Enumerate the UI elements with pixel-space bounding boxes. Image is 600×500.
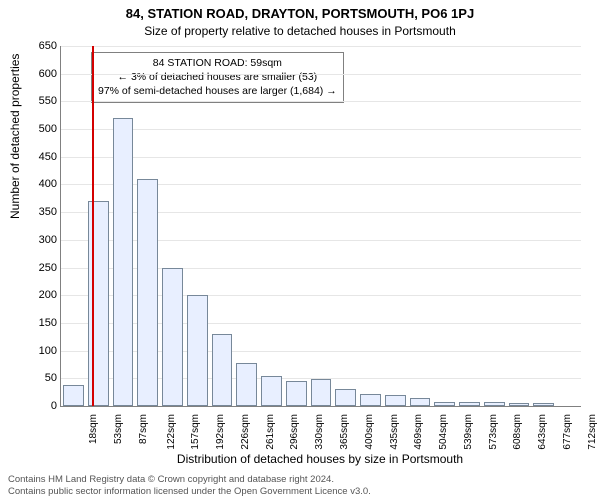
histogram-bar <box>162 268 183 406</box>
xtick-label: 261sqm <box>264 414 275 450</box>
ytick-label: 250 <box>21 262 57 274</box>
xtick-label: 712sqm <box>586 414 597 450</box>
xtick-label: 365sqm <box>339 414 350 450</box>
xtick-label: 435sqm <box>388 414 399 450</box>
histogram-bar <box>459 402 480 406</box>
histogram-bar <box>212 334 233 406</box>
annotation-line: 84 STATION ROAD: 59sqm <box>98 56 337 70</box>
xtick-label: 677sqm <box>562 414 573 450</box>
gridline-h <box>61 101 581 102</box>
ytick-label: 50 <box>21 372 57 384</box>
gridline-h <box>61 129 581 130</box>
y-axis-label: Number of detached properties <box>8 54 22 219</box>
gridline-h <box>61 74 581 75</box>
annotation-line: 97% of semi-detached houses are larger (… <box>98 84 337 98</box>
ytick-label: 350 <box>21 206 57 218</box>
xtick-label: 504sqm <box>438 414 449 450</box>
histogram-bar <box>484 402 505 406</box>
footer-attribution: Contains HM Land Registry data © Crown c… <box>8 474 592 498</box>
xtick-label: 539sqm <box>463 414 474 450</box>
histogram-bar <box>335 389 356 406</box>
gridline-h <box>61 157 581 158</box>
ytick-label: 400 <box>21 178 57 190</box>
xtick-label: 400sqm <box>364 414 375 450</box>
plot-area: 84 STATION ROAD: 59sqm ← 3% of detached … <box>60 46 581 407</box>
ytick-label: 600 <box>21 68 57 80</box>
histogram-bar <box>509 403 530 406</box>
xtick-label: 643sqm <box>537 414 548 450</box>
xtick-label: 122sqm <box>165 414 176 450</box>
histogram-bar <box>113 118 134 406</box>
histogram-bar <box>63 385 84 406</box>
annotation-line: ← 3% of detached houses are smaller (53) <box>98 70 337 84</box>
ytick-label: 100 <box>21 345 57 357</box>
ytick-label: 500 <box>21 123 57 135</box>
xtick-label: 87sqm <box>138 414 149 444</box>
xtick-label: 157sqm <box>190 414 201 450</box>
chart-container: 84, STATION ROAD, DRAYTON, PORTSMOUTH, P… <box>0 0 600 500</box>
histogram-bar <box>533 403 554 406</box>
xtick-label: 573sqm <box>487 414 498 450</box>
xtick-label: 296sqm <box>289 414 300 450</box>
chart-title-secondary: Size of property relative to detached ho… <box>0 24 600 38</box>
xtick-label: 608sqm <box>512 414 523 450</box>
histogram-bar <box>360 394 381 406</box>
histogram-bar <box>187 295 208 406</box>
histogram-bar <box>236 363 257 406</box>
xtick-label: 469sqm <box>413 414 424 450</box>
histogram-bar <box>434 402 455 406</box>
xtick-label: 18sqm <box>88 414 99 444</box>
x-axis-label: Distribution of detached houses by size … <box>60 452 580 466</box>
ytick-label: 450 <box>21 151 57 163</box>
reference-marker <box>92 46 94 406</box>
ytick-label: 650 <box>21 40 57 52</box>
ytick-label: 550 <box>21 95 57 107</box>
footer-line: Contains HM Land Registry data © Crown c… <box>8 474 592 486</box>
annotation-box: 84 STATION ROAD: 59sqm ← 3% of detached … <box>91 52 344 103</box>
chart-title-primary: 84, STATION ROAD, DRAYTON, PORTSMOUTH, P… <box>0 6 600 21</box>
histogram-bar <box>261 376 282 406</box>
ytick-label: 200 <box>21 289 57 301</box>
histogram-bar <box>311 379 332 406</box>
xtick-label: 53sqm <box>113 414 124 444</box>
histogram-bar <box>137 179 158 406</box>
xtick-label: 192sqm <box>215 414 226 450</box>
histogram-bar <box>410 398 431 406</box>
histogram-bar <box>385 395 406 406</box>
xtick-label: 226sqm <box>240 414 251 450</box>
footer-line: Contains public sector information licen… <box>8 486 592 498</box>
xtick-label: 330sqm <box>314 414 325 450</box>
ytick-label: 0 <box>21 400 57 412</box>
gridline-h <box>61 46 581 47</box>
histogram-bar <box>286 381 307 406</box>
ytick-label: 150 <box>21 317 57 329</box>
ytick-label: 300 <box>21 234 57 246</box>
